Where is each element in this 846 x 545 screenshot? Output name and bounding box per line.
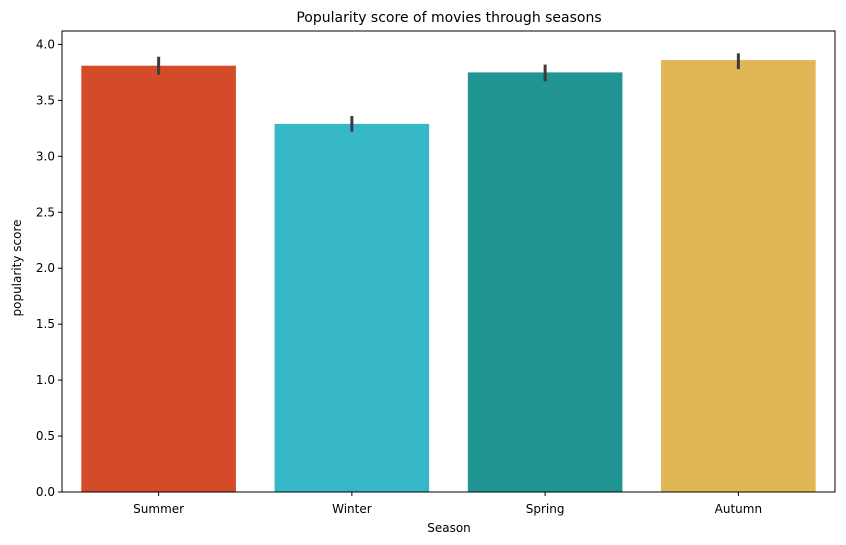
axes-frame (61, 30, 836, 493)
bars-group (81, 60, 816, 493)
y-tick-label: 0.0 (36, 485, 55, 499)
x-axis-label: Season (427, 521, 471, 535)
y-tick-label: 0.5 (36, 429, 55, 443)
bar-winter (274, 123, 430, 492)
y-tick-label: 1.0 (36, 373, 55, 387)
y-tick-label: 1.5 (36, 317, 55, 331)
axes-group (61, 30, 836, 493)
y-tick-label: 4.0 (36, 37, 55, 51)
error-bars-group (157, 53, 740, 132)
x-tick-label: Spring (526, 502, 565, 516)
bar-spring (467, 72, 623, 492)
y-tick-label: 3.5 (36, 93, 55, 107)
bar-autumn (661, 60, 816, 493)
x-tick-label: Winter (332, 502, 372, 516)
chart-title: Popularity score of movies through seaso… (296, 10, 601, 26)
y-tick-label: 2.0 (36, 261, 55, 275)
y-axis-label: popularity score (10, 219, 24, 316)
bar-summer (81, 65, 236, 492)
y-tick-label: 2.5 (36, 205, 55, 219)
x-ticks-group: Summer Winter Spring Autumn (133, 492, 762, 516)
y-tick-label: 3.0 (36, 149, 55, 163)
x-tick-label: Summer (133, 502, 184, 516)
x-tick-label: Autumn (715, 502, 762, 516)
y-ticks-group: 0.0 0.5 1.0 1.5 2.0 2.5 3.0 3.5 4.0 (36, 37, 62, 499)
